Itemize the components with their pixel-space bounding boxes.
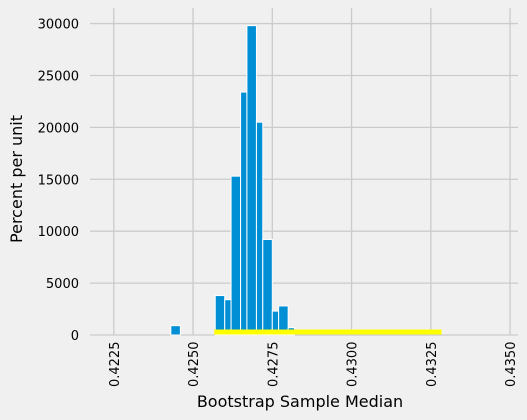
y-tick-label: 5000	[46, 277, 79, 292]
histogram-bar	[255, 121, 264, 336]
x-tick-label: 0.4225	[108, 342, 123, 388]
y-tick-label: 15000	[38, 173, 79, 188]
histogram-bar	[170, 325, 181, 336]
x-tick-label: 0.4325	[425, 342, 440, 388]
y-tick-label: 20000	[38, 121, 79, 136]
histogram-bar	[240, 91, 248, 336]
x-axis-label: Bootstrap Sample Median	[197, 392, 403, 411]
histogram-bar	[246, 25, 257, 336]
histogram-bar	[214, 295, 226, 336]
histogram-bar	[230, 175, 242, 336]
histogram-bars	[170, 25, 295, 336]
y-tick-label: 30000	[38, 18, 79, 33]
x-tick-label: 0.4350	[504, 342, 519, 388]
y-tick-label: 0	[71, 329, 79, 344]
y-tick-labels: 0 5000 10000 15000 20000 25000 30000	[38, 18, 79, 344]
y-tick-label: 10000	[38, 225, 79, 240]
histogram-bar	[262, 238, 273, 336]
grid-lines	[90, 8, 518, 336]
y-tick-label: 25000	[38, 69, 79, 84]
histogram-bar	[278, 305, 289, 336]
x-tick-label: 0.4275	[266, 342, 281, 388]
x-tick-label: 0.4300	[346, 342, 361, 388]
y-axis-label: Percent per unit	[7, 115, 26, 243]
x-tick-labels: 0.4225 0.4250 0.4275 0.4300 0.4325 0.4350	[108, 342, 519, 388]
x-tick-label: 0.4250	[187, 342, 202, 388]
